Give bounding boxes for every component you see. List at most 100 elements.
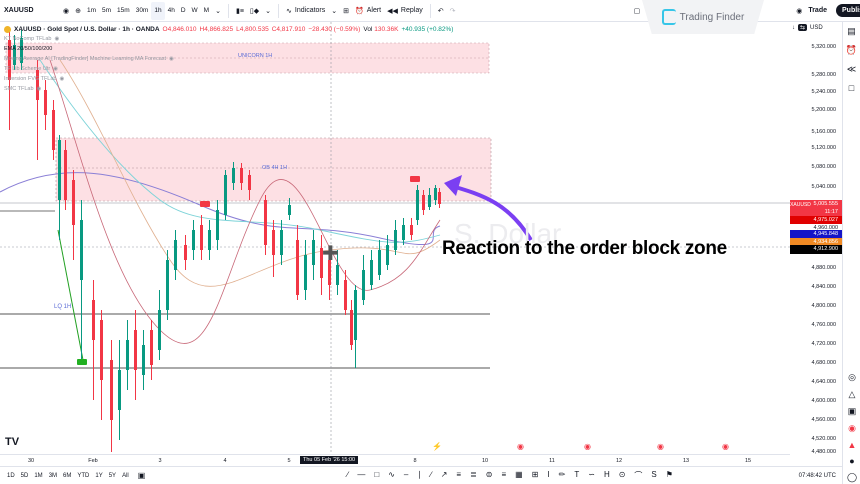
gold-symbol-icon	[4, 25, 11, 33]
arrow-tool-icon[interactable]: ↗	[440, 470, 448, 479]
eye-icon[interactable]: ◉	[169, 56, 174, 62]
trade-button[interactable]: Trade	[808, 7, 827, 14]
range-1d[interactable]: 1D	[7, 472, 15, 479]
bell-icon[interactable]: ▲	[847, 440, 857, 450]
parallel-channel-icon[interactable]: ≡	[456, 470, 462, 479]
bar-style-icon[interactable]: ▮≡	[235, 7, 244, 15]
rectangle-icon[interactable]: □	[374, 470, 380, 479]
timeframe-4h[interactable]: 4h	[167, 7, 175, 14]
layout-icon[interactable]: ▢	[633, 7, 641, 15]
chart-type-dropdown-icon[interactable]: ⌄	[265, 7, 272, 15]
indicator-legend[interactable]: SMC TFLab ◉	[4, 86, 42, 92]
eye-icon[interactable]: ◉	[53, 66, 58, 72]
clock[interactable]: 07:48:42 UTC	[798, 472, 836, 479]
timeframe-1h[interactable]: 1h	[151, 1, 165, 20]
sync-icon[interactable]: ⇆	[798, 24, 808, 31]
chart-canvas[interactable]: UNICORN 1H OB 4H 1H LQ 1H ✚ TV	[0, 22, 790, 454]
indicators-icon: ∿	[286, 7, 292, 15]
gann-icon[interactable]: ⊜	[485, 470, 493, 479]
alert-button[interactable]: ⏰ Alert	[355, 7, 382, 15]
publish-button[interactable]: Publish	[836, 4, 860, 17]
compare-icon[interactable]: ◉	[63, 7, 70, 15]
ray-icon[interactable]: —	[357, 470, 366, 479]
timeframe-dropdown-icon[interactable]: ⌄	[215, 7, 221, 15]
range-ytd[interactable]: YTD	[77, 472, 90, 479]
timeframe-5m[interactable]: 5m	[102, 7, 112, 14]
timeframe-1m[interactable]: 1m	[86, 7, 97, 14]
regression-icon[interactable]: ≡	[501, 470, 507, 479]
target-icon[interactable]: ◎	[848, 372, 856, 382]
indicators-dropdown-icon[interactable]: ⌄	[331, 7, 338, 15]
warning-icon[interactable]: △	[848, 389, 856, 399]
symbol-legend[interactable]: XAUUSD · Gold Spot / U.S. Dollar · 1h · …	[4, 24, 453, 34]
watchlist-icon[interactable]: ▤	[847, 26, 856, 36]
pen-icon[interactable]: ✏	[558, 470, 566, 479]
range-5y[interactable]: 5Y	[108, 472, 117, 479]
unicorn-zone-label: UNICORN 1H	[238, 53, 273, 59]
add-symbol-icon[interactable]: ⊕	[75, 7, 81, 15]
down-arrow-icon[interactable]: ↓	[792, 24, 795, 31]
currency-select[interactable]: USD	[810, 24, 823, 31]
path-icon[interactable]: ∿	[388, 470, 395, 479]
event-icon[interactable]: ⚡	[432, 442, 442, 451]
timeframe-d[interactable]: D	[180, 7, 186, 14]
goto-date-icon[interactable]: ▣	[137, 471, 146, 480]
eye-icon[interactable]: ◉	[59, 76, 65, 82]
redo-icon[interactable]: ↷	[449, 7, 456, 15]
menu-icon[interactable]: ●	[849, 456, 855, 466]
alerts-icon[interactable]: ⏰	[845, 45, 858, 55]
calendar-icon[interactable]: ▣	[847, 406, 857, 416]
trendline-icon[interactable]: ∕	[347, 470, 349, 479]
price-axis[interactable]: ↓ ⇆ USD 5,320.000 5,280.000 5,240.000 5,…	[790, 22, 842, 455]
us-flag-event-icon[interactable]: ◉	[722, 442, 729, 451]
tradingview-logo-icon[interactable]: TV	[5, 436, 20, 448]
eye-icon[interactable]: ◉	[54, 36, 60, 42]
range-1y[interactable]: 1Y	[95, 472, 103, 479]
indicator-legend[interactable]: KT NoComp TFLab ◉	[4, 36, 60, 42]
text-icon[interactable]: T	[574, 470, 580, 479]
text-tool-icon[interactable]: I	[547, 470, 550, 479]
chat-icon[interactable]: □	[848, 83, 855, 93]
indicator-legend[interactable]: EMA 20/50/100/200	[4, 46, 53, 52]
flag-icon[interactable]: ⚑	[665, 470, 673, 479]
fib-icon[interactable]: ≣	[470, 470, 477, 479]
range-6m[interactable]: 6M	[63, 472, 72, 479]
time-axis[interactable]: 30 Feb 3 4 5 8 10 11 12 13 15 Thu 05 Feb…	[0, 454, 790, 466]
vertical-line-icon[interactable]: ∣	[417, 470, 422, 479]
notification-icon[interactable]: ◉	[848, 423, 856, 433]
eye-icon[interactable]: ◉	[36, 86, 42, 92]
symbol-search[interactable]: XAUUSD	[4, 7, 34, 14]
templates-icon[interactable]: ⊞	[343, 7, 350, 15]
us-flag-event-icon[interactable]: ◉	[517, 442, 524, 451]
range-5d[interactable]: 5D	[20, 472, 29, 479]
indicators-button[interactable]: ∿ Indicators	[286, 7, 326, 15]
line-icon[interactable]: ∕	[430, 470, 432, 479]
price-tag-ma: 4,912.900	[790, 245, 842, 254]
indicator-legend[interactable]: Moving Average AI [TradingFinder] Machin…	[4, 56, 174, 62]
curve-icon[interactable]: S	[651, 470, 657, 479]
range-3m[interactable]: 3M	[48, 472, 58, 479]
us-flag-event-icon[interactable]: ◉	[657, 442, 664, 451]
timeframe-w[interactable]: W	[191, 7, 198, 14]
help-icon[interactable]: ◯	[846, 472, 858, 482]
us-flag-event-icon[interactable]: ◉	[584, 442, 591, 451]
range-all[interactable]: All	[122, 472, 129, 479]
timeframe-30m[interactable]: 30m	[135, 7, 149, 14]
candle-type-icon[interactable]: ▯◆	[249, 7, 260, 15]
replay-button[interactable]: ◀◀ Replay	[387, 7, 423, 15]
grid-icon[interactable]: ▦	[515, 470, 523, 479]
undo-icon[interactable]: ↶	[437, 7, 444, 15]
hotlist-icon[interactable]: ≪	[846, 64, 857, 74]
measure-icon[interactable]: H	[603, 470, 610, 479]
range-1m[interactable]: 1M	[34, 472, 43, 479]
arc-icon[interactable]: ⌒	[634, 471, 643, 480]
indicator-legend[interactable]: TF Lib Scheme Utr ◉	[4, 66, 58, 72]
indicator-legend[interactable]: Inversion FVG TFLab ◉	[4, 76, 65, 82]
snapshot-icon[interactable]: ◉	[796, 7, 803, 15]
brush-icon[interactable]: ∽	[588, 470, 595, 479]
timeframe-m[interactable]: M	[203, 7, 210, 14]
table-icon[interactable]: ⊞	[531, 470, 539, 479]
timeframe-15m[interactable]: 15m	[117, 7, 130, 14]
circle-icon[interactable]: ⊙	[618, 470, 626, 479]
horizontal-line-icon[interactable]: –	[403, 470, 409, 479]
